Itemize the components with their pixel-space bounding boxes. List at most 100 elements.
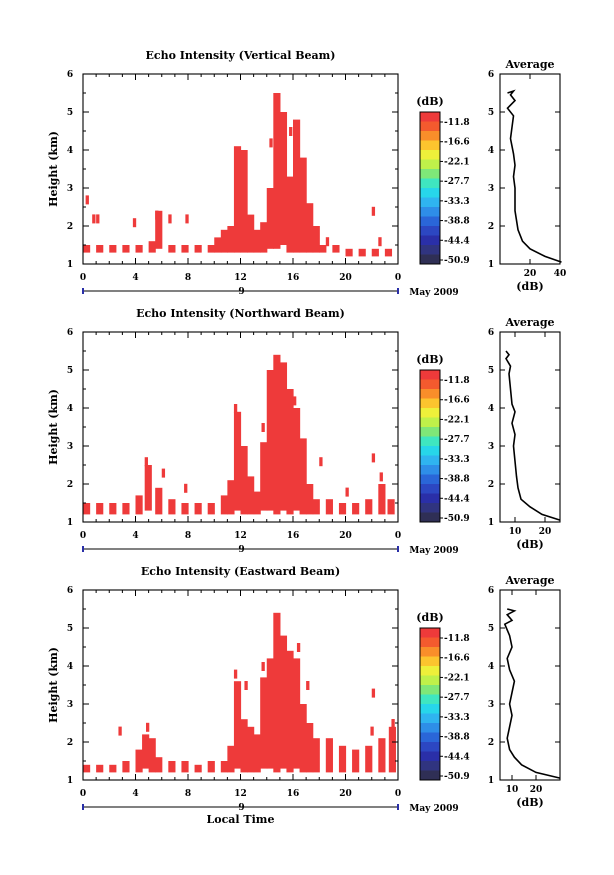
colorbar-label: -16.6 [444, 138, 470, 148]
echo-cell [379, 472, 383, 482]
colorbar-label: -38.8 [444, 475, 470, 485]
colorbar-swatch [420, 188, 440, 198]
profile-x-tick-label: 20 [539, 527, 552, 537]
y-tick-label: 6 [67, 70, 73, 80]
y-tick-label: 2 [67, 480, 73, 490]
echo-cell [168, 214, 172, 224]
echo-cell [378, 237, 382, 247]
echo-column [253, 734, 261, 773]
echo-column [83, 764, 91, 773]
echo-column [384, 248, 393, 257]
echo-column [148, 241, 156, 253]
colorbar-swatch [420, 254, 440, 265]
echo-column [135, 749, 143, 773]
echo-column [273, 93, 281, 249]
echo-column [109, 764, 117, 773]
colorbar-swatch [420, 216, 440, 227]
echo-column [83, 245, 91, 253]
echo-cell [233, 404, 238, 413]
echo-column [338, 745, 347, 773]
profile-y-tick-label: 1 [488, 518, 494, 528]
colorbar-frame [419, 627, 441, 781]
echo-column [286, 389, 294, 515]
panel-2: Echo Intensity (Northward Beam)123456Hei… [47, 307, 561, 556]
profile-title: Average [504, 58, 554, 71]
day-label: 9 [238, 287, 244, 297]
echo-column [247, 476, 255, 515]
echo-column [96, 503, 104, 515]
echo-data [83, 354, 395, 515]
profile-frame [499, 331, 561, 523]
colorbar-label: -27.7 [444, 435, 470, 445]
echo-column [293, 658, 301, 769]
y-tick-label: 2 [67, 222, 73, 232]
panel-title: Echo Intensity (Eastward Beam) [141, 565, 340, 578]
echo-column [365, 745, 373, 773]
x-tick-label: 16 [287, 789, 300, 799]
profile-y-tick-label: 5 [488, 624, 494, 634]
echo-column [312, 738, 320, 773]
colorbar-swatch [420, 389, 440, 399]
echo-column [352, 749, 360, 773]
echo-column [148, 738, 156, 773]
y-axis-label: Height (km) [47, 131, 60, 207]
echo-cell [370, 726, 374, 736]
colorbar: (dB)-11.8 -16.6 -22.1 -27.7 -33.3 -38.8 -44.4 -… [416, 95, 469, 266]
profile-y-tick-label: 6 [488, 586, 494, 596]
echo-column [122, 503, 130, 515]
colorbar-swatch [420, 656, 440, 667]
echo-column [387, 499, 395, 515]
colorbar-swatch [420, 121, 440, 132]
colorbar-swatch [420, 637, 440, 648]
profile-x-tick-label: 10 [506, 785, 519, 795]
colorbar-swatch [420, 159, 440, 170]
y-tick-label: 5 [67, 366, 73, 376]
echo-column [319, 245, 327, 253]
colorbar-swatch [420, 370, 440, 380]
echo-cell [325, 237, 330, 247]
colorbar-label: -44.4 [444, 236, 470, 246]
x-tick-label: 8 [185, 273, 191, 283]
month-label: May 2009 [409, 546, 458, 556]
colorbar-swatch [420, 398, 440, 409]
x-tick-label: 4 [132, 789, 138, 799]
echo-column [325, 738, 333, 773]
profile-y-tick-label: 3 [488, 442, 494, 452]
echo-column [168, 245, 176, 253]
echo-cell [144, 457, 148, 467]
colorbar-unit: (dB) [416, 353, 443, 366]
echo-cell [146, 722, 150, 732]
profile-x-label: (dB) [516, 796, 543, 809]
echo-column [306, 203, 314, 253]
profile-y-tick-label: 4 [488, 404, 494, 414]
echo-column [233, 411, 242, 511]
echo-cell [298, 168, 302, 178]
x-tick-label: 8 [185, 531, 191, 541]
echo-cell [132, 218, 137, 228]
echo-column [233, 146, 242, 253]
x-tick-label: 12 [234, 531, 247, 541]
echo-column [388, 726, 396, 773]
echo-column [227, 480, 235, 515]
echo-column [109, 245, 117, 253]
echo-column [365, 499, 373, 515]
colorbar-swatch [420, 493, 440, 504]
colorbar-swatch [420, 628, 440, 638]
echo-column [273, 354, 281, 515]
x-tick-label: 0 [395, 531, 401, 541]
echo-cell [371, 453, 376, 463]
colorbar-label: -11.8 [444, 634, 470, 644]
x-tick-label: 0 [395, 273, 401, 283]
echo-cell [233, 669, 238, 679]
echo-column [168, 499, 176, 515]
echo-column [240, 446, 248, 515]
panel-3: Echo Intensity (Eastward Beam)123456Heig… [47, 565, 561, 826]
colorbar-swatch [420, 169, 440, 179]
echo-cell [92, 214, 96, 224]
colorbar-swatch [420, 455, 440, 466]
colorbar-swatch [420, 647, 440, 657]
colorbar-swatch [420, 484, 440, 494]
echo-column [135, 245, 143, 253]
echo-data [83, 93, 393, 257]
echo-column [253, 229, 261, 253]
